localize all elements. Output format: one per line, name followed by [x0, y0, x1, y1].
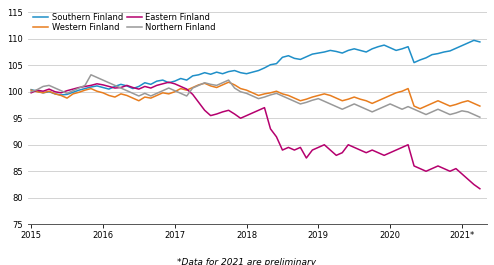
Southern Finland [477, 40, 483, 43]
Western Finland [28, 89, 34, 92]
Southern Finland [471, 39, 477, 42]
Line: Southern Finland: Southern Finland [31, 40, 480, 95]
Eastern Finland [322, 143, 328, 146]
Line: Northern Finland: Northern Finland [31, 75, 480, 117]
Northern Finland [477, 116, 483, 119]
Southern Finland [393, 49, 399, 52]
Northern Finland [393, 105, 399, 108]
Eastern Finland [70, 87, 76, 91]
Eastern Finland [268, 127, 274, 130]
Northern Finland [70, 89, 76, 92]
Northern Finland [28, 90, 34, 93]
Southern Finland [58, 93, 64, 96]
Northern Finland [190, 86, 196, 90]
Eastern Finland [333, 154, 339, 157]
Legend: Southern Finland, Western Finland, Eastern Finland, Northern Finland: Southern Finland, Western Finland, Easte… [32, 11, 218, 34]
Western Finland [226, 81, 232, 84]
Western Finland [268, 91, 274, 94]
Eastern Finland [477, 187, 483, 190]
Eastern Finland [166, 81, 172, 84]
Western Finland [477, 104, 483, 108]
Western Finland [70, 92, 76, 95]
Southern Finland [76, 89, 82, 92]
Northern Finland [88, 73, 94, 76]
Western Finland [333, 96, 339, 100]
Southern Finland [322, 50, 328, 54]
Northern Finland [322, 100, 328, 103]
Southern Finland [28, 88, 34, 91]
Western Finland [417, 107, 423, 110]
Line: Western Finland: Western Finland [31, 82, 480, 109]
Line: Eastern Finland: Eastern Finland [31, 82, 480, 189]
Western Finland [184, 89, 190, 92]
Western Finland [322, 92, 328, 95]
Eastern Finland [28, 91, 34, 94]
Southern Finland [268, 63, 274, 66]
Western Finland [393, 91, 399, 94]
Northern Finland [268, 93, 274, 96]
Southern Finland [190, 74, 196, 77]
Eastern Finland [393, 148, 399, 152]
Southern Finland [333, 50, 339, 53]
Text: *Data for 2021 are preliminary: *Data for 2021 are preliminary [177, 258, 317, 265]
Eastern Finland [190, 93, 196, 96]
Northern Finland [333, 105, 339, 108]
